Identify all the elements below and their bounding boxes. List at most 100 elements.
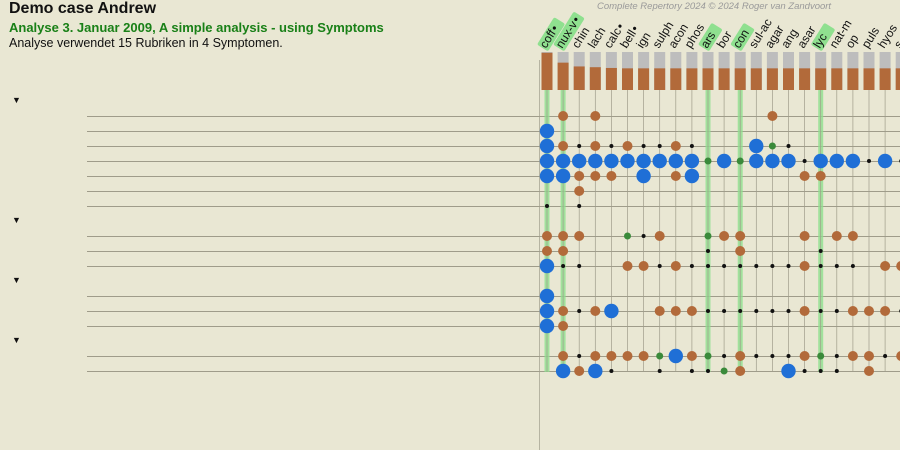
- collapse-triangle-icon[interactable]: ▼: [12, 95, 21, 105]
- grade-2-dot: [638, 351, 649, 361]
- grade-2-dot: [799, 171, 810, 181]
- grade-2-dot: [590, 141, 601, 151]
- grade-3-dot: [604, 153, 619, 169]
- grade-1-dot: [722, 309, 727, 313]
- grade-3-dot: [652, 153, 667, 169]
- grade-1-dot: [577, 309, 582, 313]
- grade-2-dot: [719, 231, 730, 241]
- collapse-triangle-icon[interactable]: ▼: [12, 275, 21, 285]
- grade-2-dot: [558, 321, 569, 331]
- grade-green-dot: [704, 232, 712, 240]
- grade-2-dot: [896, 351, 900, 361]
- remedy-score-bar: [766, 68, 778, 90]
- grade-1-dot: [706, 249, 710, 253]
- symptom-group[interactable]: ▼: [0, 93, 540, 108]
- analysis-summary: Analyse verwendet 15 Rubriken in 4 Sympt…: [9, 36, 283, 50]
- remedy-score-bar: [783, 68, 794, 90]
- symptom-group[interactable]: ▼: [0, 213, 540, 228]
- grade-2-dot: [735, 351, 746, 361]
- collapse-triangle-icon[interactable]: ▼: [12, 335, 21, 345]
- remedy-score-bar: [718, 68, 730, 90]
- grade-3-dot: [813, 153, 828, 169]
- grade-1-dot: [802, 159, 807, 163]
- grade-2-dot: [670, 141, 681, 151]
- grade-2-dot: [558, 231, 569, 241]
- grade-1-dot: [834, 369, 839, 373]
- grade-1-dot: [706, 309, 710, 313]
- grade-1-dot: [883, 354, 888, 358]
- rubric-leader-line: [87, 236, 900, 237]
- grade-2-dot: [847, 351, 858, 361]
- grade-2-dot: [542, 231, 552, 241]
- grade-2-dot: [847, 231, 858, 241]
- grade-3-dot: [684, 153, 700, 169]
- grade-3-dot: [604, 303, 619, 319]
- grade-1-dot: [706, 369, 710, 373]
- grade-2-dot: [864, 306, 874, 316]
- grade-3-dot: [684, 168, 700, 184]
- grade-2-dot: [590, 306, 601, 316]
- grade-3-dot: [668, 348, 683, 364]
- remedy-header-lyc[interactable]: lyc: [810, 22, 836, 51]
- grade-2-dot: [558, 306, 569, 316]
- grade-1-dot: [786, 144, 791, 148]
- grade-2-dot: [799, 261, 810, 271]
- grade-2-dot: [670, 261, 681, 271]
- remedy-score-bar: [589, 67, 601, 90]
- grade-3-dot: [539, 138, 555, 154]
- copyright-notice: Complete Repertory 2024 © 2024 Roger van…: [597, 1, 832, 12]
- grade-2-dot: [735, 231, 746, 241]
- grade-2-dot: [574, 366, 585, 376]
- collapse-triangle-icon[interactable]: ▼: [12, 215, 21, 225]
- remedy-score-bar: [895, 68, 900, 90]
- remedy-score-bar: [557, 62, 569, 90]
- grade-2-dot: [638, 261, 649, 271]
- grade-1-dot: [641, 234, 646, 238]
- grade-1-dot: [689, 264, 694, 268]
- grade-2-dot: [735, 246, 746, 256]
- page-title: Demo case Andrew: [9, 0, 157, 17]
- grade-2-dot: [558, 141, 569, 151]
- rubric-leader-line: [87, 251, 900, 252]
- grade-3-dot: [716, 153, 732, 169]
- grade-2-dot: [574, 231, 585, 241]
- grade-2-dot: [558, 246, 569, 256]
- grade-1-dot: [722, 354, 727, 358]
- remedy-score-bar: [638, 68, 650, 90]
- remedy-label-highlight: [730, 23, 755, 51]
- grade-1-dot: [834, 264, 839, 268]
- grade-2-dot: [735, 366, 746, 376]
- grade-1-dot: [609, 144, 614, 148]
- rubric-leader-line: [87, 191, 900, 192]
- grade-2-dot: [847, 306, 858, 316]
- rubric-leader-line: [87, 131, 900, 132]
- grade-3-dot: [539, 303, 555, 319]
- symptom-group[interactable]: ▼: [0, 333, 540, 348]
- rubric-leader-line: [87, 161, 900, 162]
- grade-1-dot: [818, 264, 823, 268]
- grade-green-dot: [817, 352, 825, 360]
- grade-2-dot: [896, 261, 900, 271]
- grade-3-dot: [539, 318, 555, 334]
- remedy-score-bar: [815, 68, 827, 90]
- grade-2-dot: [670, 306, 681, 316]
- grade-1-dot: [609, 369, 614, 373]
- grade-green-dot: [656, 352, 664, 360]
- symptom-group[interactable]: ▼: [0, 273, 540, 288]
- remedy-score-bar: [686, 68, 698, 90]
- grade-3-dot: [749, 138, 764, 154]
- grade-1-dot: [657, 264, 662, 268]
- grade-2-dot: [654, 306, 665, 316]
- remedy-score-bar: [573, 66, 585, 90]
- remedy-header-s[interactable]: s: [891, 38, 900, 51]
- grade-2-dot: [864, 351, 874, 361]
- analysis-subtitle: Analyse 3. Januar 2009, A simple analysi…: [9, 20, 384, 35]
- grade-1-dot: [786, 309, 791, 313]
- grade-3-dot: [539, 288, 555, 304]
- grade-1-dot: [786, 264, 791, 268]
- grade-3-dot: [781, 363, 796, 379]
- grade-1-dot: [738, 264, 743, 268]
- remedy-score-bar: [541, 52, 553, 90]
- grade-2-dot: [831, 231, 842, 241]
- grade-1-dot: [577, 144, 582, 148]
